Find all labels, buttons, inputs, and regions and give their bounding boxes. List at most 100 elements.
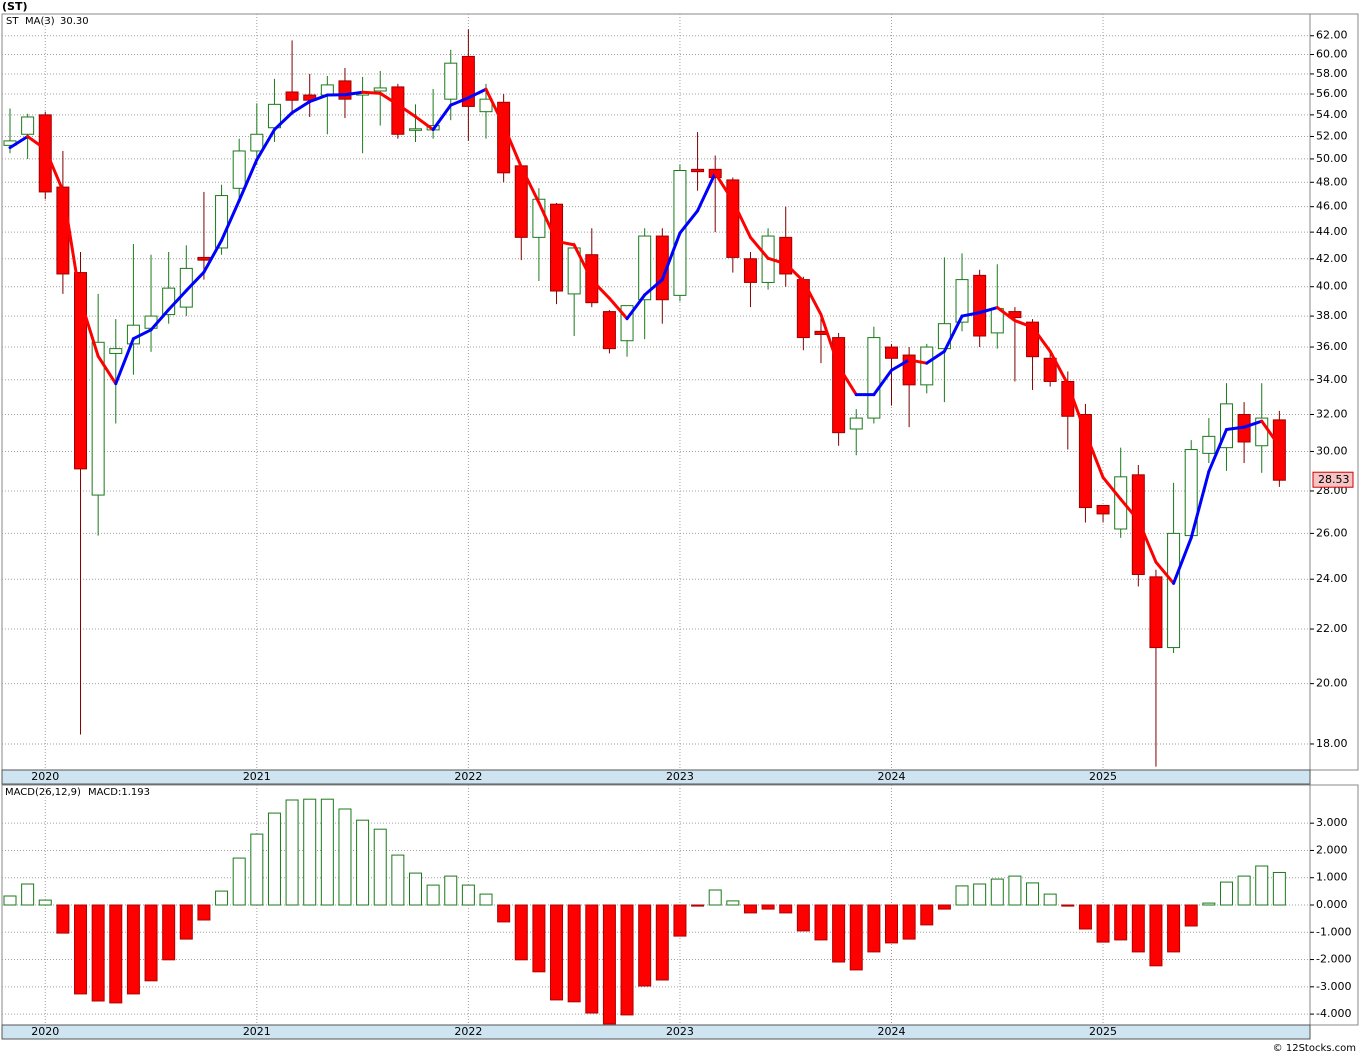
ma-line bbox=[625, 293, 647, 321]
x-tick-label: 2025 bbox=[1089, 1025, 1117, 1038]
ma-line bbox=[96, 354, 118, 386]
macd-bar bbox=[1202, 902, 1216, 906]
ma-line bbox=[272, 111, 294, 132]
ma-line bbox=[114, 337, 135, 386]
ma-line bbox=[590, 278, 611, 300]
y-tick-label: -3.000 bbox=[1316, 980, 1351, 993]
ma-line bbox=[555, 239, 576, 247]
y-tick-label: 46.00 bbox=[1316, 200, 1348, 213]
ma-line bbox=[872, 368, 893, 397]
legend-symbol: ST bbox=[6, 16, 19, 27]
ma-line bbox=[995, 306, 1017, 323]
panel-title: MACD(26,12,9) bbox=[5, 787, 81, 798]
candle-body bbox=[232, 150, 246, 189]
ma-line bbox=[466, 87, 488, 100]
x-tick-label: 2024 bbox=[878, 1025, 906, 1038]
candle-body bbox=[461, 55, 475, 107]
macd-bar bbox=[1008, 875, 1022, 906]
candle-body bbox=[74, 272, 88, 470]
y-tick-label: 38.00 bbox=[1316, 309, 1348, 322]
ma-line bbox=[220, 198, 241, 242]
ma-line bbox=[1013, 319, 1035, 329]
y-tick-label: 56.00 bbox=[1316, 87, 1348, 100]
x-tick-label: 2022 bbox=[454, 1025, 482, 1038]
y-tick-label: 0.000 bbox=[1316, 898, 1348, 911]
macd-bar bbox=[320, 798, 334, 906]
macd-bar bbox=[3, 895, 17, 906]
candle-body bbox=[179, 267, 193, 308]
macd-bar bbox=[373, 828, 387, 906]
ma-line bbox=[1154, 560, 1176, 585]
ma-line bbox=[978, 306, 999, 315]
ma-line bbox=[396, 103, 417, 119]
ma-line bbox=[696, 171, 717, 213]
ma-line bbox=[572, 243, 594, 282]
candle-body bbox=[602, 311, 616, 350]
macd-bar bbox=[514, 904, 528, 961]
candle-body bbox=[867, 337, 881, 419]
candle-body bbox=[814, 330, 828, 335]
candle-body bbox=[250, 133, 264, 152]
ma-line bbox=[149, 308, 171, 332]
macd-bar bbox=[620, 904, 634, 1016]
ma-line bbox=[8, 134, 30, 150]
y-tick-label: 18.00 bbox=[1316, 737, 1348, 750]
macd-bar bbox=[426, 884, 440, 906]
candle-body bbox=[197, 256, 211, 261]
ma-line bbox=[607, 296, 629, 321]
macd-bar bbox=[1255, 865, 1269, 906]
candle-body bbox=[285, 91, 299, 101]
candle-body bbox=[91, 341, 105, 496]
candle-body bbox=[550, 203, 564, 292]
y-tick-label: 40.00 bbox=[1316, 280, 1348, 293]
macd-bar bbox=[1167, 904, 1181, 953]
macd-bar bbox=[990, 878, 1004, 906]
macd-bar bbox=[303, 798, 317, 906]
macd-bar bbox=[21, 883, 35, 906]
y-tick-label: 2.000 bbox=[1316, 843, 1348, 856]
ma-line bbox=[1083, 431, 1105, 479]
ma-line bbox=[819, 313, 841, 368]
candle-body bbox=[1043, 357, 1057, 382]
macd-bar bbox=[1043, 893, 1057, 906]
macd-bar bbox=[973, 883, 987, 906]
y-tick-label: -2.000 bbox=[1316, 953, 1351, 966]
x-tick-label: 2023 bbox=[666, 770, 694, 783]
ma-line bbox=[801, 279, 823, 317]
ma-line bbox=[731, 199, 752, 239]
macd-bar bbox=[1026, 882, 1040, 906]
ma-line bbox=[1189, 469, 1211, 540]
y-tick-label: 52.00 bbox=[1316, 129, 1348, 142]
ma-line bbox=[537, 201, 559, 243]
ma-line bbox=[907, 358, 929, 365]
ma-line bbox=[255, 128, 276, 162]
ma-line bbox=[1048, 349, 1070, 386]
candle-body bbox=[338, 80, 352, 100]
candle-body bbox=[109, 348, 123, 354]
candle-body bbox=[973, 274, 987, 337]
ma-line bbox=[43, 147, 65, 193]
legend-value: MACD:1.193 bbox=[88, 787, 150, 798]
last-price-label: 28.53 bbox=[1318, 473, 1350, 486]
macd-bar bbox=[1237, 875, 1251, 906]
macd-bar bbox=[338, 808, 352, 906]
ma-line bbox=[1119, 497, 1140, 522]
macd-bar bbox=[197, 904, 211, 921]
y-tick-label: -1.000 bbox=[1316, 925, 1351, 938]
y-tick-label: -4.000 bbox=[1316, 1007, 1351, 1020]
macd-bar bbox=[955, 885, 969, 906]
macd-bar bbox=[250, 833, 264, 906]
macd-bar bbox=[356, 819, 370, 906]
ma-line bbox=[131, 328, 153, 341]
ma-line bbox=[766, 256, 788, 266]
x-tick-label: 2023 bbox=[666, 1025, 694, 1038]
macd-bar bbox=[902, 904, 916, 940]
macd-bar bbox=[796, 904, 810, 932]
ma-line bbox=[960, 311, 982, 318]
macd-bar bbox=[232, 857, 246, 906]
ma-line bbox=[449, 96, 470, 107]
ma-line bbox=[1224, 425, 1246, 432]
y-tick-label: 24.00 bbox=[1316, 572, 1348, 585]
macd-bar bbox=[1061, 904, 1075, 907]
macd-bar bbox=[532, 904, 546, 973]
